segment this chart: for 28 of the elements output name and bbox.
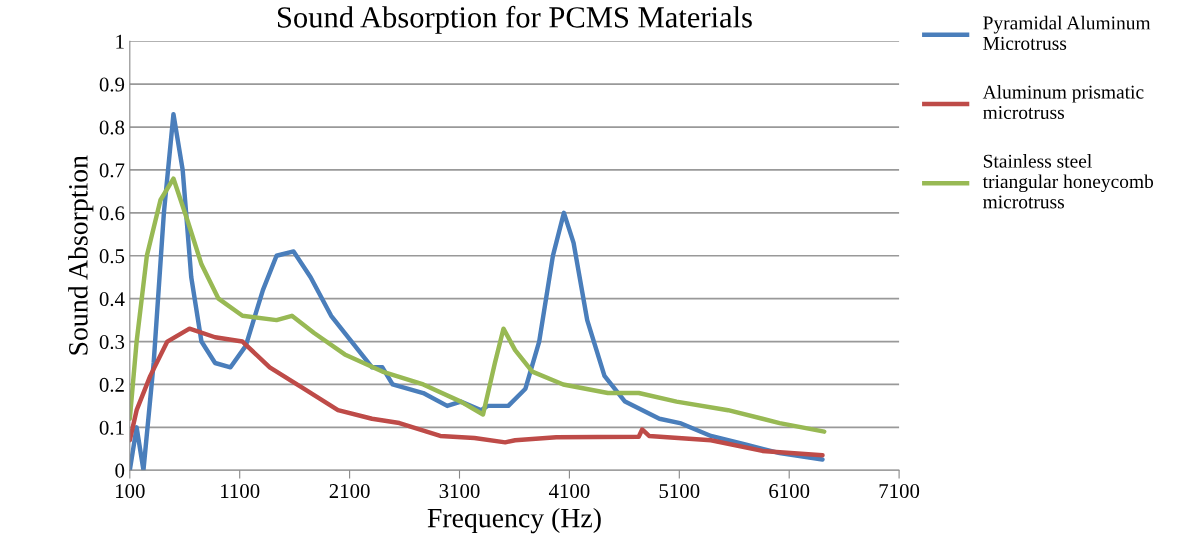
x-tick-label: 100 [116, 484, 145, 499]
y-axis-title: Sound Absorption [68, 155, 94, 355]
x-tick-label: 5100 [659, 484, 700, 499]
chart-title: Sound Absorption for PCMS Materials [277, 5, 752, 34]
x-tick-label: 3100 [439, 484, 480, 499]
y-tick-label: 0.9 [99, 77, 125, 92]
legend-label: Aluminum prismatic microtruss [982, 84, 1144, 119]
y-tick-label: 0.7 [99, 163, 125, 178]
x-tick-label: 4100 [548, 484, 590, 499]
line-series [129, 176, 827, 434]
y-tick-label: 0.6 [99, 206, 125, 221]
y-tick-label: 0.1 [99, 420, 124, 435]
y-tick-label: 0.2 [99, 377, 124, 392]
line-series [129, 111, 825, 471]
x-tick-label: 6100 [769, 484, 810, 499]
x-axis-title: Frequency (Hz) [427, 507, 601, 534]
y-tick-label: 0 [115, 463, 125, 478]
x-tick-label: 2100 [329, 484, 370, 499]
line-series [129, 326, 825, 458]
y-tick-label: 0.8 [99, 120, 125, 135]
y-tick-label: 0.3 [99, 334, 125, 350]
y-tick-label: 1 [116, 34, 124, 49]
x-tick-label: 7100 [879, 484, 920, 499]
x-tick-label: 1100 [221, 484, 260, 499]
y-tick-label: 0.4 [99, 292, 125, 307]
legend-label: Pyramidal Aluminum Microtruss [983, 15, 1151, 50]
legend-label: Stainless steel triangular honeycomb microtruss [982, 154, 1154, 209]
y-tick-label: 0.5 [99, 249, 125, 264]
